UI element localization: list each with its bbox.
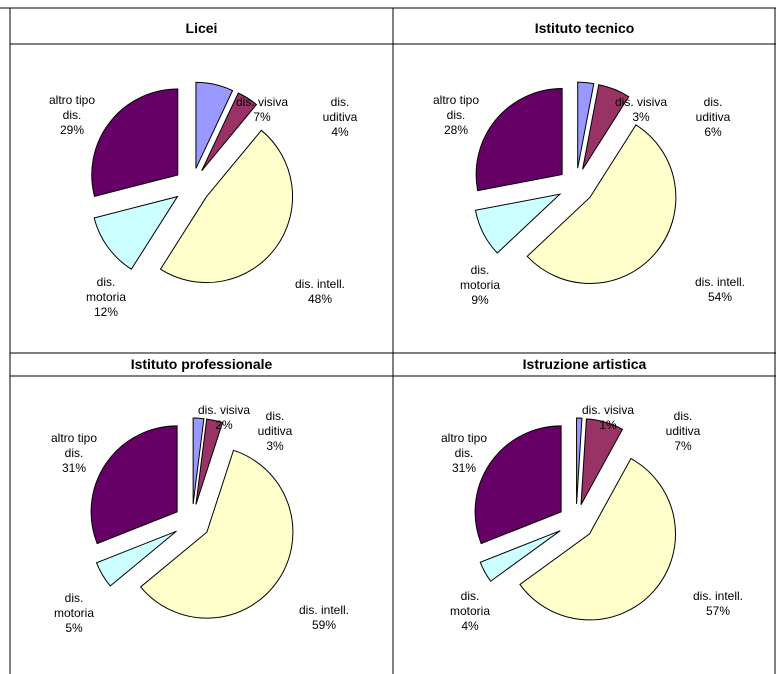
pie-slice-altro-tipo-dis xyxy=(90,425,178,545)
pie-slice-dis-motoria xyxy=(95,530,177,587)
pie-slice-dis-uditiva xyxy=(195,418,224,505)
pie-chart-2: dis. visiva 2% dis. uditiva 3% dis. intell. 59… xyxy=(51,403,349,635)
pie-slice-dis-visiva xyxy=(576,417,583,505)
pie-slice-altro-tipo-dis xyxy=(91,88,179,197)
data-label-dis-intell: dis. intell. 48% xyxy=(295,277,345,306)
pie-slice-dis-visiva xyxy=(577,81,595,169)
data-label-dis-uditiva: dis. uditiva 3% xyxy=(258,409,293,453)
data-label-dis-intell: dis. intell. 54% xyxy=(695,275,745,304)
data-label-altro-tipo-dis: altro tipo dis. 31% xyxy=(51,431,97,475)
pie-slice-dis-motoria xyxy=(479,530,561,582)
pie-chart-3: dis. visiva 1% dis. uditiva 7% dis. intell. 57… xyxy=(441,403,743,633)
data-label-dis-visiva: dis. visiva 1% xyxy=(582,403,634,432)
pie-chart-0: dis. visiva 7% dis. uditiva 4% dis. intell. 48… xyxy=(49,81,358,319)
pie-slice-dis-intell xyxy=(159,129,294,284)
data-label-altro-tipo-dis: altro tipo dis. 31% xyxy=(441,431,487,475)
data-label-dis-uditiva: dis. uditiva 6% xyxy=(696,95,731,139)
pie-slice-altro-tipo-dis xyxy=(475,88,563,192)
data-label-dis-intell: dis. intell. 59% xyxy=(299,603,349,632)
data-label-dis-visiva: dis. visiva 2% xyxy=(198,403,250,432)
pie-slice-dis-uditiva xyxy=(580,418,624,505)
pie-slice-dis-intell xyxy=(526,124,677,284)
data-label-dis-motoria: dis. motoria 4% xyxy=(450,589,490,633)
chart-title-istituto-tecnico: Istituto tecnico xyxy=(534,20,635,36)
data-label-dis-motoria: dis. motoria 5% xyxy=(54,591,94,635)
pie-slice-dis-uditiva xyxy=(582,84,630,170)
data-label-dis-motoria: dis. motoria 12% xyxy=(86,275,126,319)
chart-title-istruzione-artistica: Istruzione artistica xyxy=(522,356,647,372)
data-label-dis-intell: dis. intell. 57% xyxy=(693,589,743,618)
pie-chart-1: dis. visiva 3% dis. uditiva 6% dis. intell. 54… xyxy=(433,81,745,307)
data-label-dis-uditiva: dis. uditiva 4% xyxy=(323,95,358,139)
pie-slice-dis-motoria xyxy=(474,193,562,254)
pie-slice-dis-motoria xyxy=(93,195,179,270)
chart-title-istituto-professionale: Istituto professionale xyxy=(130,356,273,372)
data-label-dis-visiva: dis. visiva 7% xyxy=(236,95,288,124)
data-label-dis-motoria: dis. motoria 9% xyxy=(460,263,500,307)
pie-slice-dis-intell xyxy=(519,457,677,621)
chart-title-licei: Licei xyxy=(185,20,218,36)
pie-slice-dis-uditiva xyxy=(201,92,258,172)
pie-slice-altro-tipo-dis xyxy=(474,425,562,545)
data-label-dis-visiva: dis. visiva 3% xyxy=(615,95,667,124)
pie-slice-dis-visiva xyxy=(192,417,205,505)
data-label-altro-tipo-dis: altro tipo dis. 29% xyxy=(49,93,95,137)
data-label-dis-uditiva: dis. uditiva 7% xyxy=(666,409,701,453)
pie-slice-dis-visiva xyxy=(195,81,234,169)
data-label-altro-tipo-dis: altro tipo dis. 28% xyxy=(433,93,479,137)
pie-slice-dis-intell xyxy=(139,449,294,619)
